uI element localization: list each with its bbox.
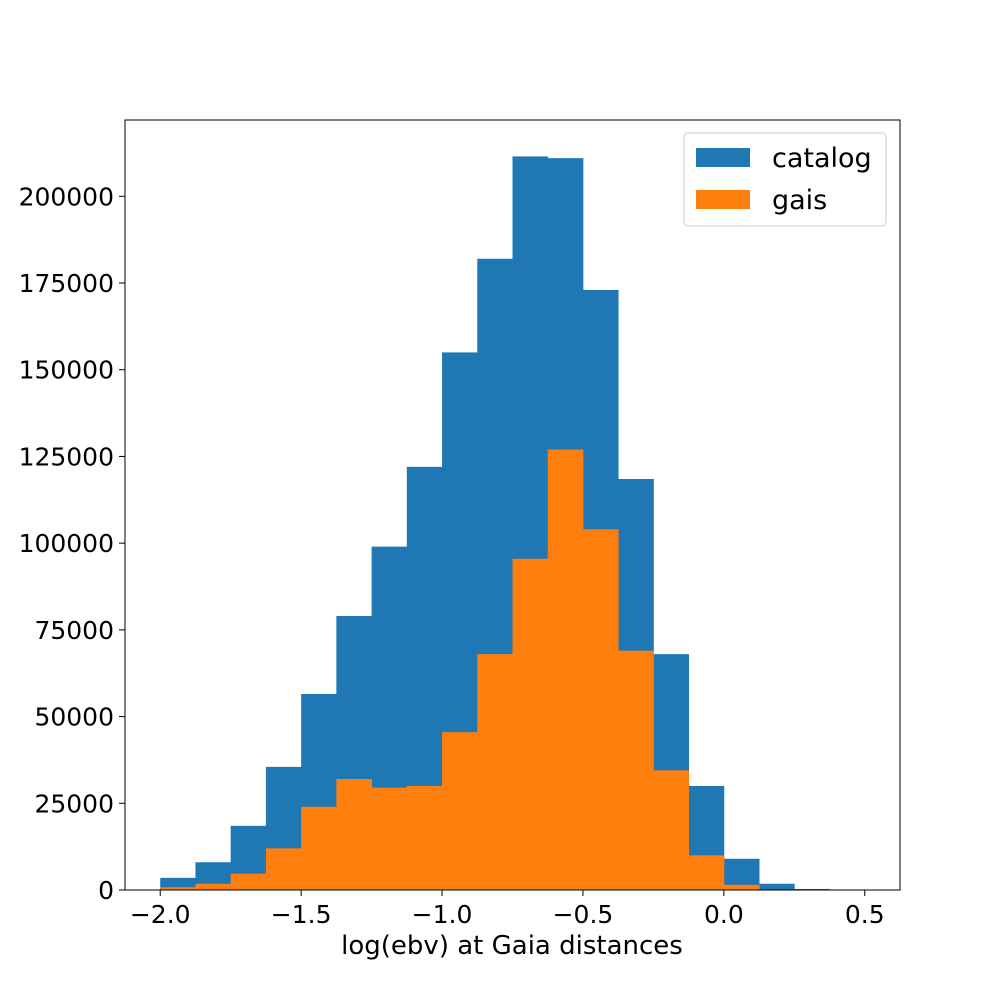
legend-label-gais: gais	[772, 185, 827, 216]
x-tick-label: −1.5	[271, 900, 332, 929]
x-axis-ticks: −2.0 −1.5 −1.0 −0.5 0.0 0.5	[130, 890, 885, 929]
plot-frame	[124, 119, 901, 891]
bar-catalog-17	[759, 883, 795, 890]
bar-gais-6	[371, 787, 408, 890]
y-tick-label: 150000	[19, 356, 114, 385]
y-tick-label: 25000	[34, 789, 114, 818]
y-tick-label: 200000	[19, 182, 114, 211]
bar-gais-3	[265, 848, 302, 890]
bar-gais-1	[195, 883, 232, 890]
bar-catalog-0	[160, 877, 196, 890]
legend-swatch-gais	[696, 190, 750, 209]
y-tick-label: 125000	[19, 442, 114, 471]
x-tick-label: −1.0	[412, 900, 473, 929]
y-tick-label: 75000	[34, 616, 114, 645]
bar-gais-13	[618, 650, 654, 890]
y-tick-label: 0	[98, 876, 114, 905]
bar-gais-10	[512, 558, 549, 890]
bar-gais-12	[582, 529, 619, 890]
bar-gais-16	[723, 884, 760, 890]
y-axis-ticks: 0 25000 50000 75000 100000 125000 150000 175000…	[19, 182, 125, 905]
bar-gais-7	[406, 785, 443, 890]
y-tick-label: 50000	[34, 703, 114, 732]
bar-gais-5	[336, 779, 372, 890]
x-tick-label: 0.0	[704, 900, 744, 929]
bar-gais-8	[442, 732, 478, 890]
legend-label-catalog: catalog	[772, 143, 872, 174]
x-axis-label: log(ebv) at Gaia distances	[341, 931, 683, 961]
legend: catalog gais	[683, 132, 887, 227]
bar-gais-2	[230, 873, 267, 890]
bar-gais-4	[301, 806, 337, 890]
x-tick-label: −0.5	[553, 900, 614, 929]
bar-gais-0	[160, 887, 196, 890]
x-tick-label: 0.5	[845, 900, 885, 929]
bar-catalog-18	[794, 888, 830, 890]
legend-swatch-catalog	[696, 148, 750, 167]
bar-gais-14	[653, 770, 690, 890]
y-tick-label: 100000	[19, 529, 114, 558]
bar-gais-15	[688, 855, 725, 890]
x-tick-label: −2.0	[130, 900, 191, 929]
bar-gais-11	[547, 449, 584, 890]
bar-gais-9	[477, 654, 513, 890]
bars-group	[160, 156, 830, 891]
y-tick-label: 175000	[19, 269, 114, 298]
bar-catalog-16	[723, 858, 760, 890]
